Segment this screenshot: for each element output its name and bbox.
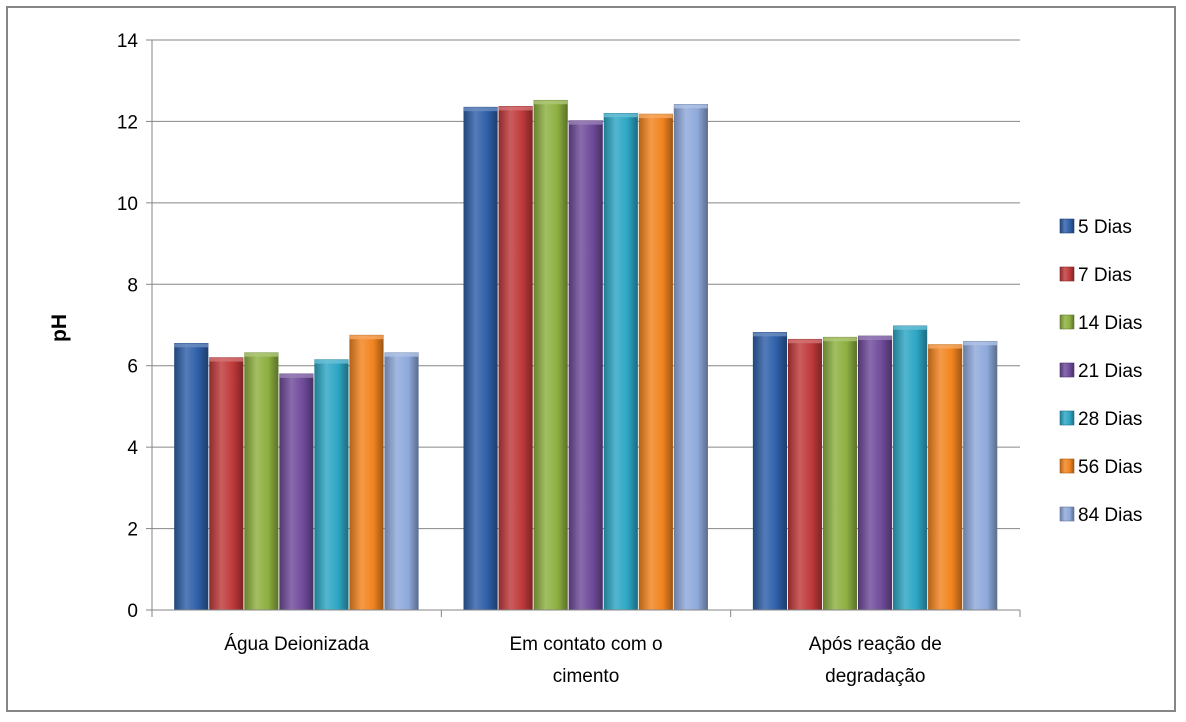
bar-6-1 [673,104,708,611]
legend-label-4: 28 Dias [1078,409,1142,430]
bar-3-1 [568,120,603,611]
bar-3-0 [279,373,314,611]
bar-4-2 [893,325,928,611]
bar-4-1 [603,112,638,611]
legend-label-3: 21 Dias [1078,361,1142,382]
bar-cap-6-0 [384,352,419,357]
bar-6-2 [963,340,998,611]
chart-frame: 0 2 4 6 8 10 12 14 Água Deionizada Em contato co… [6,6,1176,712]
category-labels: Água Deionizada Em contato com o cimento Ap… [224,634,942,687]
legend-swatch-3 [1059,362,1075,378]
legend-label-6: 84 Dias [1078,505,1142,526]
bar-0-2 [752,332,788,611]
bar-cap-2-1 [533,100,568,105]
legend-swatch-1 [1059,266,1075,282]
legend-label-1: 7 Dias [1078,265,1132,286]
bar-cap-0-0 [174,343,209,348]
bar-cap-1-0 [209,357,244,362]
bar-cap-2-2 [823,337,857,342]
bar-1-2 [787,338,823,611]
bar-2-0 [244,352,279,611]
bar-4-0 [314,359,349,611]
bar-cap-4-0 [314,359,349,364]
bar-cap-2-0 [244,352,279,357]
bar-cap-0-2 [753,332,787,337]
bar-2-1 [533,99,568,611]
y-tick-label-12: 12 [117,112,138,133]
bar-cap-3-1 [568,120,603,125]
bar-1-1 [498,106,533,611]
bar-5-2 [928,344,963,611]
bar-0-0 [174,343,209,611]
legend-swatch-4 [1059,410,1075,426]
category-label-0: Água Deionizada [224,634,369,655]
bar-cap-1-2 [788,339,822,344]
category-label-1: Em contato com o cimento [509,634,662,687]
bar-cap-3-0 [279,373,314,378]
bar-cap-4-2 [893,325,927,330]
bar-cap-0-1 [463,107,498,112]
y-tick-label-0: 0 [127,601,138,622]
axes [146,39,1021,617]
legend: 5 Dias 7 Dias 14 Dias 21 Dias 28 Dias 56 Dias… [1059,217,1142,526]
y-tick-label-4: 4 [127,438,138,459]
y-tick-labels: 0 2 4 6 8 10 12 14 [117,31,139,622]
y-tick-label-8: 8 [127,275,138,296]
bar-cap-6-1 [674,104,708,109]
legend-swatch-5 [1059,458,1075,474]
bar-0-1 [463,106,498,611]
bars [174,99,998,611]
legend-label-0: 5 Dias [1078,217,1132,238]
bar-cap-1-1 [498,106,533,111]
y-tick-label-10: 10 [117,194,138,215]
bar-5-0 [349,334,384,611]
bar-2-2 [822,336,858,611]
bar-1-0 [209,357,244,611]
bar-cap-3-2 [858,335,892,340]
bar-cap-5-0 [349,335,384,340]
legend-swatch-6 [1059,506,1075,522]
legend-swatch-2 [1059,314,1075,330]
y-tick-label-2: 2 [127,520,138,541]
bar-cap-5-1 [639,114,673,119]
bar-cap-4-1 [604,113,638,118]
bar-cap-5-2 [928,344,962,349]
bar-5-1 [638,113,673,611]
legend-label-2: 14 Dias [1078,313,1142,334]
bar-chart: 0 2 4 6 8 10 12 14 Água Deionizada Em contato co… [48,31,1142,687]
y-tick-label-6: 6 [127,357,138,378]
legend-label-5: 56 Dias [1078,457,1142,478]
bar-6-0 [384,352,419,611]
y-tick-label-14: 14 [117,31,139,52]
bar-cap-6-2 [963,341,997,346]
y-axis-title: pH [48,314,71,342]
category-label-2: Após reação de degradação [809,634,942,687]
bar-3-2 [858,335,893,611]
legend-swatch-0 [1059,218,1075,234]
